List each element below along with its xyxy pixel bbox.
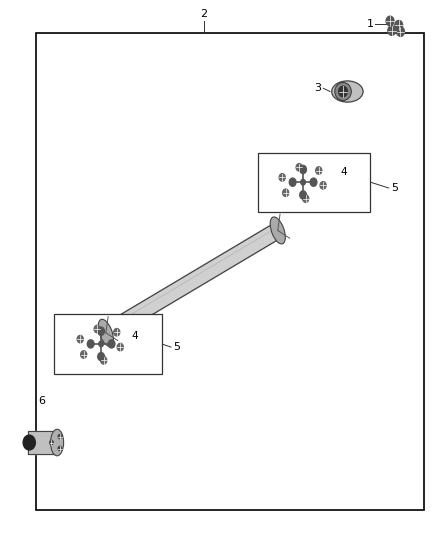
Ellipse shape bbox=[270, 217, 285, 244]
Circle shape bbox=[386, 16, 394, 26]
Circle shape bbox=[388, 26, 396, 35]
Circle shape bbox=[99, 341, 103, 346]
Circle shape bbox=[320, 182, 326, 189]
Ellipse shape bbox=[50, 429, 64, 456]
Circle shape bbox=[301, 180, 305, 185]
Circle shape bbox=[396, 27, 404, 36]
Circle shape bbox=[395, 20, 403, 30]
Circle shape bbox=[303, 195, 309, 203]
Text: 6: 6 bbox=[38, 396, 45, 406]
Circle shape bbox=[289, 178, 296, 186]
Circle shape bbox=[23, 435, 35, 450]
Circle shape bbox=[101, 357, 107, 364]
Bar bbox=[36, 33, 424, 511]
Text: 5: 5 bbox=[173, 342, 180, 352]
Bar bbox=[53, 314, 162, 374]
Circle shape bbox=[300, 165, 307, 174]
Circle shape bbox=[98, 327, 104, 335]
Ellipse shape bbox=[335, 83, 351, 101]
Bar bbox=[258, 152, 371, 212]
Circle shape bbox=[58, 446, 62, 450]
Circle shape bbox=[310, 178, 317, 186]
Circle shape bbox=[296, 164, 302, 171]
Text: 3: 3 bbox=[314, 83, 321, 93]
Ellipse shape bbox=[332, 81, 363, 102]
Text: 1: 1 bbox=[367, 19, 374, 29]
Circle shape bbox=[98, 352, 104, 361]
Text: 2: 2 bbox=[200, 9, 207, 19]
Circle shape bbox=[114, 328, 120, 336]
Text: 4: 4 bbox=[340, 167, 346, 177]
Circle shape bbox=[108, 340, 115, 348]
Circle shape bbox=[339, 86, 347, 97]
Ellipse shape bbox=[98, 319, 113, 346]
Circle shape bbox=[77, 335, 83, 343]
Text: 5: 5 bbox=[391, 183, 398, 193]
Text: 4: 4 bbox=[131, 332, 138, 342]
Circle shape bbox=[49, 440, 53, 445]
Polygon shape bbox=[28, 431, 57, 454]
Circle shape bbox=[316, 167, 322, 174]
Circle shape bbox=[94, 325, 100, 333]
Circle shape bbox=[117, 343, 124, 351]
Polygon shape bbox=[103, 223, 281, 341]
Circle shape bbox=[283, 189, 289, 197]
Circle shape bbox=[300, 191, 307, 199]
Circle shape bbox=[87, 340, 94, 348]
Circle shape bbox=[58, 434, 62, 439]
Circle shape bbox=[279, 174, 285, 181]
Circle shape bbox=[81, 351, 87, 358]
